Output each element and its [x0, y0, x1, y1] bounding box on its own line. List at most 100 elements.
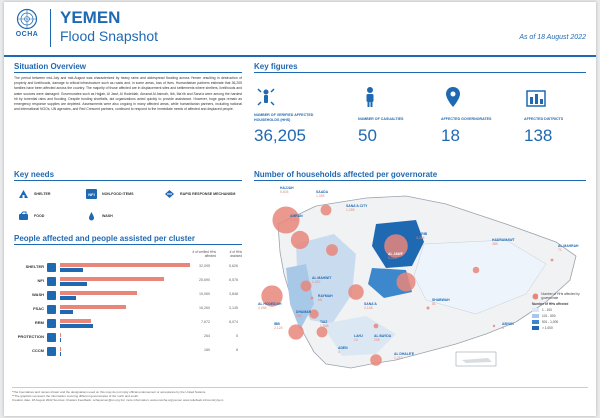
- map-legend: Number of HHs affected by governorate Nu…: [532, 292, 592, 332]
- cluster-row-wash: WASH 19,060 3,848: [12, 290, 254, 302]
- cluster-row-nfi: NFI 25,690 6,576: [12, 276, 254, 288]
- rrm-icon: [165, 190, 174, 198]
- bubble-saada: [320, 204, 332, 216]
- header-divider: [50, 9, 51, 47]
- districts-label: Affected districts: [524, 117, 564, 121]
- food-icon: [19, 211, 28, 220]
- situation-overview-text: The period between mid-July and mid-Augu…: [14, 76, 242, 112]
- need-shelter: SHELTER: [18, 189, 51, 199]
- households-value: 36,205: [254, 126, 306, 146]
- bar-assisted: [60, 282, 87, 286]
- cluster-icon: [47, 291, 56, 300]
- value-assisted: 3,145: [229, 306, 238, 310]
- bubble-marib: [396, 272, 416, 292]
- label-hajjah: HAJJAH 6,604: [280, 186, 294, 194]
- section-divider: [14, 72, 242, 73]
- org-name: OCHA: [15, 31, 39, 38]
- bar-affected: [60, 319, 92, 323]
- bar-affected: [60, 347, 61, 351]
- label-raymah: RAYMAH 68: [318, 294, 333, 302]
- need-label: WASH: [102, 214, 113, 218]
- bubble-al-mahwit: [300, 280, 312, 292]
- section-divider: [254, 72, 586, 73]
- inset-box: [455, 351, 497, 367]
- value-assisted: 5,626: [229, 264, 238, 268]
- person-icon: [366, 87, 374, 107]
- bubble-al-dhale-e: [370, 354, 382, 366]
- value-affected: 25,690: [199, 278, 210, 282]
- value-affected: 16,260: [199, 306, 210, 310]
- bubble-ibb: [288, 324, 304, 340]
- un-emblem-icon: [16, 8, 38, 30]
- need-rrm: RAPID RESPONSE MECHANISM: [164, 189, 240, 199]
- bar-assisted: [60, 296, 76, 300]
- socotra-island: [462, 358, 492, 363]
- need-label: NON-FOOD ITEMS: [102, 192, 134, 196]
- value-assisted: 8,074: [229, 320, 238, 324]
- footnote-1: *The boundaries and names shown and the …: [12, 390, 207, 394]
- need-label: RAPID RESPONSE MECHANISM: [180, 191, 236, 196]
- footnotes: *The boundaries and names shown and the …: [12, 387, 588, 402]
- cluster-icon: [47, 277, 56, 286]
- location-pin-icon: [446, 87, 460, 107]
- bar-assisted: [60, 268, 83, 272]
- value-assisted: 5: [236, 334, 238, 338]
- map-pin-icon: [526, 90, 546, 107]
- ocha-logo: OCHA: [12, 8, 42, 38]
- cluster-icon: [47, 347, 56, 356]
- cluster-name: WASH: [32, 292, 44, 297]
- bubble-al-jawf: [384, 234, 408, 258]
- governorates-label: Affected governorates: [441, 117, 492, 121]
- bubble-raymah: [310, 296, 314, 300]
- cluster-icon: [47, 333, 56, 342]
- header-rule: [4, 55, 596, 57]
- section-divider: [14, 244, 242, 245]
- bar-assisted: [60, 310, 73, 314]
- need-label: FOOD: [34, 214, 45, 218]
- value-affected: 7,672: [201, 320, 210, 324]
- label-al-dhalee: AL DHALE'E 1,210: [394, 352, 415, 360]
- cluster-row-rrm: RRM 7,672 8,074: [12, 318, 254, 330]
- key-needs-title: Key needs: [14, 170, 55, 179]
- bubble-abyan: [492, 324, 496, 328]
- value-assisted: 6,576: [229, 278, 238, 282]
- footnote-2: **The graphics represent the information…: [12, 394, 139, 398]
- label-sanaa-city: SANA'A CITY 1,265: [346, 204, 368, 212]
- label-amran: AMRAN 2,994: [290, 214, 303, 222]
- label-al-mahwit: AL MAHWIT 1,067: [312, 276, 332, 284]
- cluster-name: RRM: [34, 320, 44, 325]
- cluster-icon: [47, 305, 56, 314]
- label-taiz: TAIZ 1,048: [320, 320, 329, 328]
- label-abyan: ABYAN 8: [502, 322, 514, 330]
- cluster-icon: [47, 263, 56, 272]
- value-assisted: 8: [236, 348, 238, 352]
- legend-class-4: > 1,000: [532, 326, 592, 330]
- label-ibb: IBB 2,124: [274, 322, 283, 330]
- cluster-chart-title: People affected and people assisted per …: [14, 234, 195, 243]
- label-marib: MARIB 3,264: [416, 232, 428, 240]
- cluster-row-protection: PROTECTION 264 5: [12, 332, 254, 344]
- bar-assisted: [60, 352, 61, 356]
- col-header-affected: # of verified HHs affected: [192, 250, 216, 258]
- label-al-jawf: AL JAWF 5,018: [388, 252, 403, 260]
- key-figures-title: Key figures: [254, 62, 298, 71]
- cluster-row-shelter: SHELTER 32,095 5,626: [12, 262, 254, 274]
- value-affected: 32,095: [199, 264, 210, 268]
- households-label: Number of verified affected households (…: [254, 113, 314, 122]
- value-affected: 264: [204, 334, 210, 338]
- legend-class-3: 501 - 1,000: [532, 320, 592, 324]
- credits-line: Creation date: 18 August 2022 Sources: C…: [12, 398, 224, 402]
- label-shabwah: SHABWAH 81: [432, 298, 450, 306]
- bubble-swatch-icon: [532, 293, 539, 299]
- need-food: FOOD: [18, 211, 44, 221]
- bubble-layer: [261, 204, 554, 366]
- key-figure-households: Number of verified affected households (…: [254, 85, 336, 146]
- cluster-name: CCCM: [32, 348, 44, 353]
- map-svg: [261, 195, 577, 369]
- cluster-icon: [47, 319, 56, 328]
- legend-class-1: 1 - 100: [532, 308, 592, 312]
- governorate-hadramawt: [413, 239, 547, 315]
- as-of-date: As of 18 August 2022: [519, 34, 586, 41]
- bubble-shabwah: [426, 306, 430, 310]
- wash-icon: [89, 212, 94, 221]
